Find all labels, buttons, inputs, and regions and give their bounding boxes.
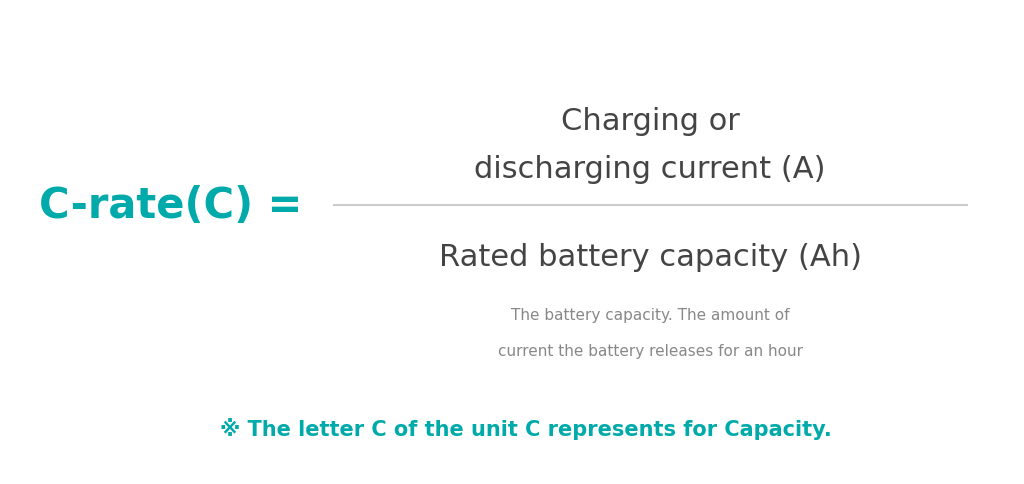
Text: The battery capacity. The amount of: The battery capacity. The amount of xyxy=(511,307,790,322)
Text: Rated battery capacity (Ah): Rated battery capacity (Ah) xyxy=(438,242,862,271)
Text: C-rate(C) =: C-rate(C) = xyxy=(39,185,302,227)
Text: Charging or: Charging or xyxy=(561,106,739,136)
Text: ※ The letter C of the unit C represents for Capacity.: ※ The letter C of the unit C represents … xyxy=(220,417,831,439)
Text: current the battery releases for an hour: current the battery releases for an hour xyxy=(498,344,803,358)
Text: discharging current (A): discharging current (A) xyxy=(474,155,826,184)
